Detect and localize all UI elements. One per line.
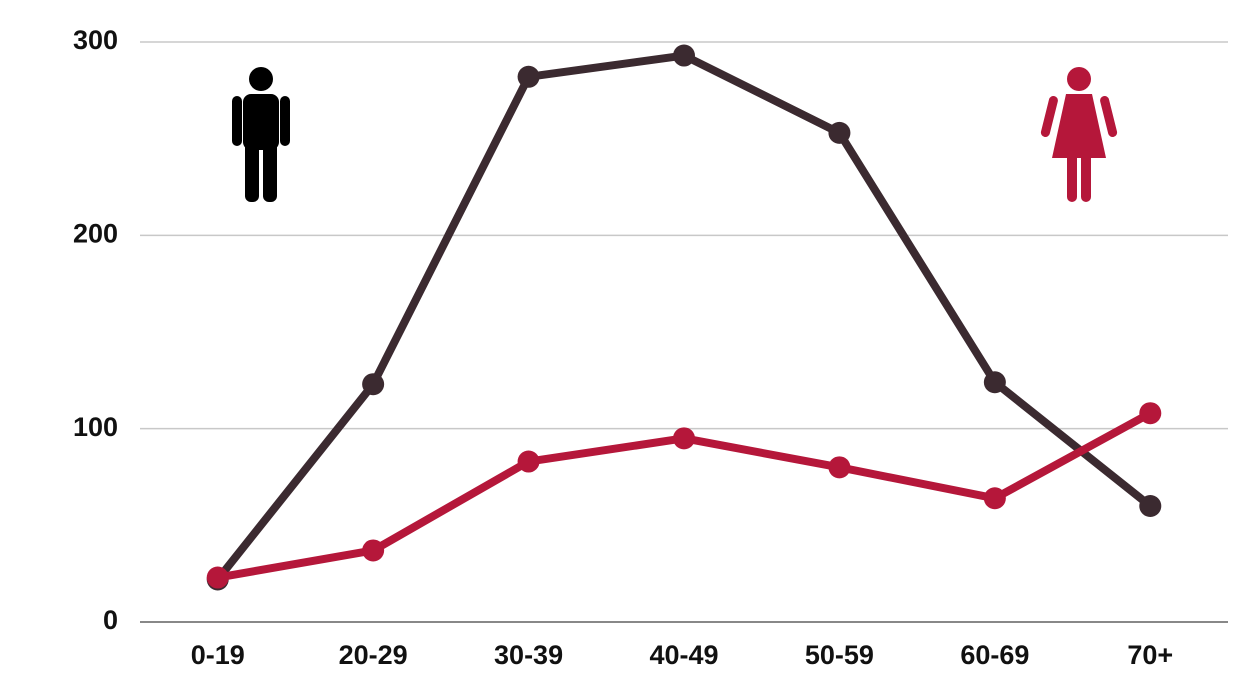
data-point <box>362 539 385 562</box>
data-point <box>983 487 1006 510</box>
y-tick-label: 200 <box>73 218 118 248</box>
x-tick-label: 0-19 <box>191 640 245 670</box>
data-point <box>673 427 695 450</box>
data-point <box>1139 495 1162 517</box>
data-point <box>1139 402 1162 425</box>
y-tick-label: 100 <box>73 412 118 442</box>
series-line <box>214 51 1153 582</box>
data-point <box>362 373 385 396</box>
data-point <box>673 44 695 67</box>
y-tick-label: 0 <box>103 605 118 635</box>
x-tick-label: 50-59 <box>805 640 874 670</box>
male-icon <box>232 67 290 202</box>
data-point <box>517 450 540 473</box>
x-tick-label: 40-49 <box>649 640 718 670</box>
female-icon <box>1040 67 1118 202</box>
data-point <box>206 566 229 589</box>
x-tick-label: 20-29 <box>339 640 408 670</box>
x-tick-label: 30-39 <box>494 640 563 670</box>
x-tick-label: 70+ <box>1127 640 1173 670</box>
data-point <box>828 456 851 479</box>
data-point <box>828 121 851 144</box>
x-tick-label: 60-69 <box>960 640 1029 670</box>
y-tick-label: 300 <box>73 25 118 55</box>
data-point <box>983 371 1006 394</box>
data-point <box>517 65 540 88</box>
